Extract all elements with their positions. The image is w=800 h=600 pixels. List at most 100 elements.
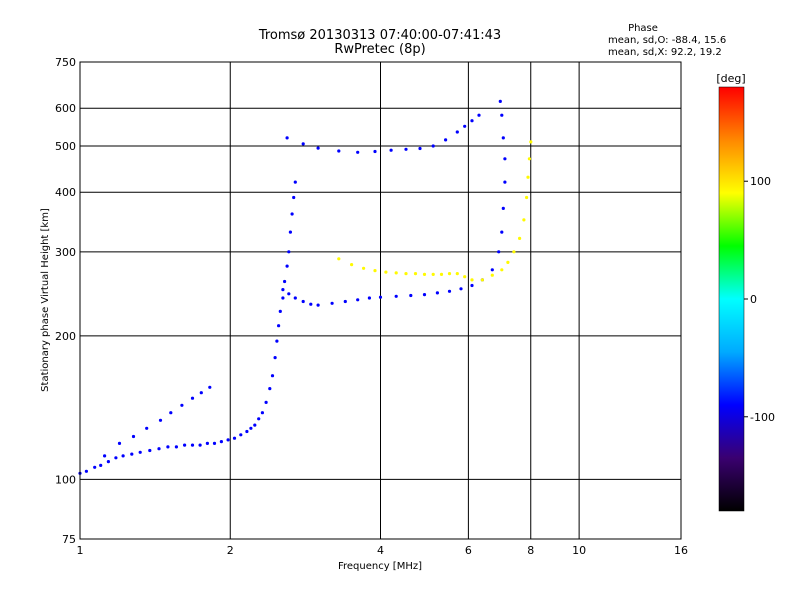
data-point-o	[166, 445, 170, 449]
data-point-o	[264, 400, 268, 404]
data-point-o	[470, 119, 474, 123]
data-point-o	[389, 148, 393, 152]
chart-title: Tromsø 20130313 07:40:00-07:41:43	[258, 28, 501, 43]
data-point-o	[253, 423, 257, 427]
x-tick-label: 6	[465, 544, 472, 557]
colorbar-tick-label: 100	[750, 175, 771, 188]
data-point-o	[431, 144, 435, 148]
data-point-o	[190, 396, 195, 400]
data-point-o	[114, 456, 118, 460]
data-point-o	[503, 157, 507, 161]
data-point-o	[373, 149, 377, 154]
data-point-x	[525, 195, 529, 200]
y-tick-label: 600	[55, 102, 76, 115]
y-tick-label: 75	[62, 533, 76, 546]
data-point-o	[226, 438, 230, 442]
stats-x-line: mean, sd,X: 92.2, 19.2	[608, 47, 722, 58]
data-point-o	[459, 287, 463, 291]
data-point-o	[501, 136, 505, 140]
data-point-x	[394, 271, 398, 275]
data-point-o	[198, 443, 202, 447]
data-point-o	[367, 296, 371, 300]
data-point-o	[278, 309, 282, 313]
data-point-o	[422, 293, 427, 297]
data-point-o	[232, 436, 237, 440]
data-point-o	[239, 433, 243, 437]
data-point-o	[270, 374, 275, 378]
data-point-o	[260, 411, 264, 415]
data-point-o	[281, 296, 285, 300]
y-tick-label: 500	[55, 140, 76, 153]
data-point-o	[130, 452, 134, 456]
data-point-o	[138, 450, 142, 454]
data-point-o	[356, 298, 360, 302]
data-point-o	[157, 447, 161, 451]
data-point-o	[287, 250, 291, 254]
y-tick-label: 750	[55, 56, 76, 69]
data-point-o	[293, 296, 297, 300]
data-point-o	[500, 230, 504, 234]
data-point-o	[343, 299, 347, 304]
data-point-x	[480, 278, 484, 282]
data-point-o	[503, 180, 507, 184]
data-point-o	[208, 385, 212, 389]
data-point-x	[506, 260, 510, 264]
y-tick-label: 400	[55, 186, 76, 199]
data-point-x	[350, 263, 354, 267]
data-point-o	[290, 212, 294, 216]
data-point-x	[439, 272, 444, 276]
x-tick-label: 10	[572, 544, 586, 557]
x-axis-label: Frequency [MHz]	[338, 561, 422, 572]
data-point-o	[309, 302, 313, 306]
y-tick-labels: 75 100 200 300 400 500 600 750	[55, 56, 76, 546]
data-point-o	[212, 441, 217, 445]
data-point-o	[190, 443, 195, 447]
data-point-x	[373, 269, 377, 273]
data-point-x	[422, 272, 427, 276]
data-point-x	[490, 273, 494, 277]
colorbar-tick-label: -100	[750, 411, 775, 424]
data-point-o	[268, 387, 272, 391]
data-point-o	[249, 426, 253, 430]
data-point-o	[219, 440, 223, 444]
data-point-o	[477, 113, 481, 117]
data-point-o	[356, 150, 360, 154]
colorbar-ticks: 100 0 -100	[744, 175, 775, 424]
data-point-o	[245, 429, 249, 434]
data-point-x	[362, 266, 366, 270]
data-point-o	[281, 288, 285, 292]
chart-subtitle: RwPretec (8p)	[334, 42, 425, 57]
data-point-o	[183, 443, 187, 447]
data-point-x	[463, 275, 467, 279]
data-point-o	[301, 299, 305, 304]
data-point-o	[93, 465, 97, 469]
data-point-x	[526, 175, 530, 179]
data-point-o	[497, 250, 501, 254]
data-point-o	[288, 230, 292, 234]
data-point-o	[500, 113, 504, 117]
data-point-o	[169, 411, 173, 415]
data-point-o	[131, 434, 136, 439]
data-point-o	[287, 292, 291, 296]
colorbar-label: [deg]	[716, 72, 745, 85]
colorbar-tick-label: 0	[750, 293, 757, 306]
data-point-o	[409, 293, 413, 298]
data-point-o	[273, 356, 277, 360]
data-point-o	[444, 138, 448, 142]
data-point-o	[145, 426, 149, 430]
data-point-o	[404, 147, 408, 151]
data-point-o	[337, 149, 341, 153]
y-tick-label: 200	[55, 330, 76, 343]
data-point-o	[455, 130, 459, 134]
data-point-x	[431, 272, 435, 276]
data-points	[78, 99, 533, 475]
data-point-o	[418, 146, 422, 151]
data-point-o	[316, 303, 320, 307]
data-point-o	[470, 283, 474, 288]
data-point-o	[498, 99, 502, 103]
data-point-x	[527, 157, 532, 161]
data-point-o	[158, 418, 163, 422]
data-point-o	[148, 448, 152, 453]
data-point-o	[501, 206, 505, 210]
